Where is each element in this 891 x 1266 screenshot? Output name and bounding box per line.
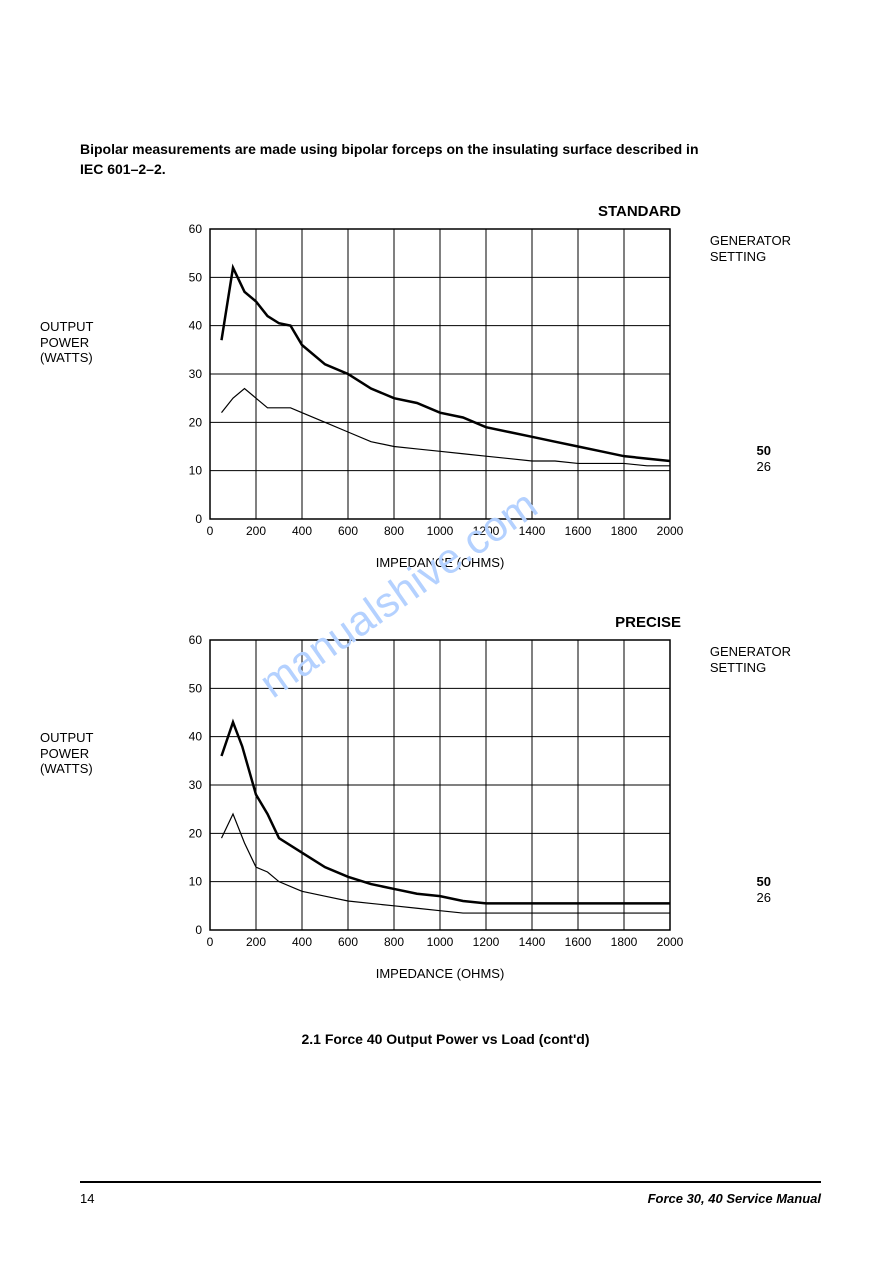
svg-text:1400: 1400 bbox=[519, 524, 546, 538]
series-labels-2: 5026 bbox=[757, 874, 771, 905]
svg-text:50: 50 bbox=[189, 271, 203, 285]
svg-text:10: 10 bbox=[189, 875, 203, 889]
svg-text:1600: 1600 bbox=[565, 524, 592, 538]
gen-l2: SETTING bbox=[710, 249, 766, 264]
xlabel-2: IMPEDANCE (OHMS) bbox=[210, 966, 670, 981]
svg-text:0: 0 bbox=[207, 935, 214, 949]
svg-text:1000: 1000 bbox=[427, 935, 454, 949]
svg-text:1800: 1800 bbox=[611, 524, 638, 538]
chart1-svg: 0102030405060020040060080010001200140016… bbox=[110, 209, 690, 549]
svg-text:400: 400 bbox=[292, 935, 312, 949]
svg-text:60: 60 bbox=[189, 633, 203, 647]
figure-caption: 2.1 Force 40 Output Power vs Load (cont'… bbox=[80, 1031, 811, 1047]
y2l3: (WATTS) bbox=[40, 761, 93, 776]
svg-text:800: 800 bbox=[384, 935, 404, 949]
svg-text:0: 0 bbox=[207, 524, 214, 538]
svg-text:0: 0 bbox=[195, 512, 202, 526]
ylabel-1: OUTPUT POWER (WATTS) bbox=[40, 319, 93, 366]
svg-text:60: 60 bbox=[189, 222, 203, 236]
page-number: 14 bbox=[80, 1191, 94, 1206]
series-label: 50 bbox=[757, 874, 771, 890]
series-labels-1: 5026 bbox=[757, 443, 771, 474]
page-footer: 14 Force 30, 40 Service Manual bbox=[80, 1181, 821, 1206]
svg-text:1800: 1800 bbox=[611, 935, 638, 949]
svg-text:1000: 1000 bbox=[427, 524, 454, 538]
chart-standard: STANDARD GENERATOR SETTING OUTPUT POWER … bbox=[110, 209, 811, 570]
intro-paragraph: Bipolar measurements are made using bipo… bbox=[80, 140, 811, 179]
page-container: Bipolar measurements are made using bipo… bbox=[0, 0, 891, 1087]
svg-text:50: 50 bbox=[189, 682, 203, 696]
intro-line2: IEC 601–2–2. bbox=[80, 161, 166, 177]
intro-line1: Bipolar measurements are made using bipo… bbox=[80, 141, 699, 157]
y2l1: OUTPUT bbox=[40, 730, 93, 745]
manual-title: Force 30, 40 Service Manual bbox=[648, 1191, 821, 1206]
xlabel-1: IMPEDANCE (OHMS) bbox=[210, 555, 670, 570]
yl3: (WATTS) bbox=[40, 350, 93, 365]
svg-text:400: 400 bbox=[292, 524, 312, 538]
generator-setting-label-1: GENERATOR SETTING bbox=[710, 233, 791, 264]
svg-text:1200: 1200 bbox=[473, 524, 500, 538]
svg-text:30: 30 bbox=[189, 367, 203, 381]
svg-text:800: 800 bbox=[384, 524, 404, 538]
yl2: POWER bbox=[40, 335, 89, 350]
ylabel-2: OUTPUT POWER (WATTS) bbox=[40, 730, 93, 777]
svg-text:600: 600 bbox=[338, 935, 358, 949]
svg-text:0: 0 bbox=[195, 923, 202, 937]
gen-l1: GENERATOR bbox=[710, 233, 791, 248]
y2l2: POWER bbox=[40, 746, 89, 761]
svg-text:40: 40 bbox=[189, 319, 203, 333]
svg-text:1400: 1400 bbox=[519, 935, 546, 949]
chart-title-precise: PRECISE bbox=[615, 614, 681, 631]
svg-text:2000: 2000 bbox=[657, 935, 684, 949]
series-label: 50 bbox=[757, 443, 771, 459]
svg-text:2000: 2000 bbox=[657, 524, 684, 538]
chart-precise: PRECISE GENERATOR SETTING OUTPUT POWER (… bbox=[110, 620, 811, 981]
svg-text:600: 600 bbox=[338, 524, 358, 538]
series-label: 26 bbox=[757, 459, 771, 475]
svg-text:40: 40 bbox=[189, 730, 203, 744]
generator-setting-label-2: GENERATOR SETTING bbox=[710, 644, 791, 675]
svg-text:200: 200 bbox=[246, 935, 266, 949]
svg-text:30: 30 bbox=[189, 778, 203, 792]
gen2-l2: SETTING bbox=[710, 660, 766, 675]
svg-text:1600: 1600 bbox=[565, 935, 592, 949]
svg-text:1200: 1200 bbox=[473, 935, 500, 949]
svg-text:20: 20 bbox=[189, 416, 203, 430]
svg-text:20: 20 bbox=[189, 827, 203, 841]
chart-title-standard: STANDARD bbox=[598, 203, 681, 220]
svg-text:200: 200 bbox=[246, 524, 266, 538]
series-label: 26 bbox=[757, 890, 771, 906]
chart2-svg: 0102030405060020040060080010001200140016… bbox=[110, 620, 690, 960]
svg-text:10: 10 bbox=[189, 464, 203, 478]
yl1: OUTPUT bbox=[40, 319, 93, 334]
gen2-l1: GENERATOR bbox=[710, 644, 791, 659]
